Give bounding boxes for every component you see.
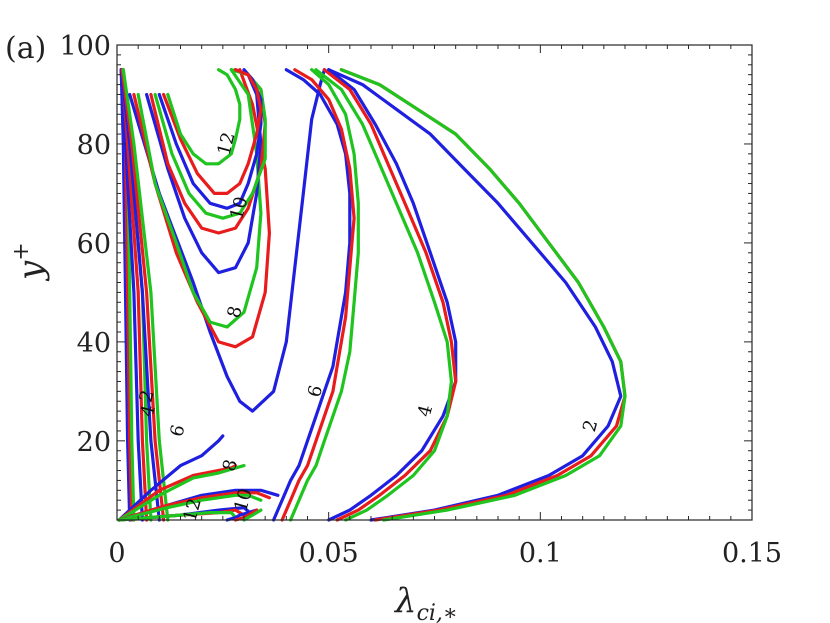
contour-line-green-32 xyxy=(289,68,360,522)
y-tick-label-3: 80 xyxy=(77,130,111,161)
contour-line-green-35 xyxy=(314,68,453,522)
contour-lines xyxy=(117,68,627,522)
contour-label-9: 8 xyxy=(219,457,242,473)
contour-line-blue-21 xyxy=(128,68,326,413)
contour-line-red-31 xyxy=(280,68,356,522)
y-axis-title: y+ xyxy=(9,242,51,282)
x-tick-label-1: 0.05 xyxy=(299,538,359,569)
contour-line-green-38 xyxy=(339,68,627,522)
x-tick-label-3: 0.15 xyxy=(722,538,782,569)
y-tick-label-1: 40 xyxy=(77,328,111,359)
x-tick-label-0: 0 xyxy=(108,538,125,569)
contour-line-blue-33 xyxy=(327,68,458,522)
contour-line-red-28 xyxy=(162,68,263,195)
contour-line-blue-6 xyxy=(119,68,161,522)
contour-line-blue-30 xyxy=(272,68,352,522)
contour-label-8: 6 xyxy=(166,423,189,439)
contour-line-green-11 xyxy=(117,464,246,522)
contour-line-green-29 xyxy=(166,68,242,166)
contour-line-green-26 xyxy=(153,68,267,220)
contour-label-5: 2 xyxy=(579,418,602,434)
panel-label: (a) xyxy=(5,31,46,66)
axis-ticks xyxy=(116,44,753,520)
contour-label-4: 4 xyxy=(414,403,437,419)
contour-label-3: 6 xyxy=(304,383,327,399)
contour-line-red-7 xyxy=(120,68,166,522)
contour-line-green-17 xyxy=(117,510,238,522)
contour-label-2: 8 xyxy=(223,304,246,320)
contour-label-7: 4 xyxy=(137,403,160,419)
contour-line-blue-3 xyxy=(119,68,144,522)
contour-line-blue-9 xyxy=(117,434,225,522)
x-tick-label-2: 0.1 xyxy=(519,538,562,569)
y-tick-label-2: 60 xyxy=(77,229,111,260)
contour-line-red-19 xyxy=(233,508,259,522)
contour-line-red-13 xyxy=(117,491,271,522)
x-axis-title: λci,∗ xyxy=(393,581,458,623)
axis-tick-labels: 0 0.05 0.1 0.15 20 40 60 80 100 xyxy=(59,31,782,569)
contour-line-green-14 xyxy=(117,493,263,522)
contour-line-green-8 xyxy=(121,68,170,522)
contour-label-6: 2 xyxy=(135,388,158,404)
contour-line-blue-36 xyxy=(327,68,623,522)
y-tick-label-4: 100 xyxy=(59,31,111,62)
contour-line-green-20 xyxy=(242,508,263,522)
contour-line-blue-24 xyxy=(145,68,263,275)
contour-line-red-34 xyxy=(322,68,458,522)
y-tick-label-0: 20 xyxy=(77,427,111,458)
